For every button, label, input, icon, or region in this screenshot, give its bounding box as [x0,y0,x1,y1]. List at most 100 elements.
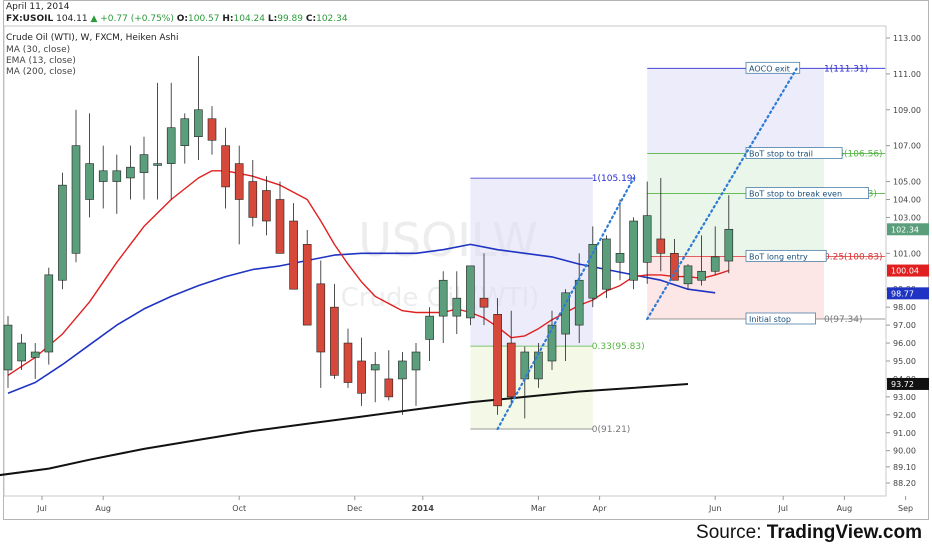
fib2-level-label: 0(97.34) [824,315,863,325]
indicator-ma30[interactable]: MA (30, close) [6,45,71,55]
candle-up [194,109,203,137]
indicator-ema13[interactable]: EMA (13, close) [6,56,76,66]
candle-up [30,351,40,358]
fib2-zone [647,153,824,257]
high-value: 104.24 [233,14,266,24]
candle-down [357,360,366,394]
y-tick-label: 105.00 [893,178,921,187]
indicator-ma200[interactable]: MA (200, close) [6,67,76,77]
candle-up [44,274,54,353]
quote-line: FX:USOIL 104.11 ▲ +0.77 (+0.75%) O:100.5… [6,14,348,24]
y-tick-label: 93.00 [893,393,916,402]
price-badge [887,287,929,300]
candle-up [17,342,26,362]
x-tick-label: Apr [593,504,608,513]
x-tick-label: Mar [531,504,547,513]
y-tick-label: 95.00 [893,357,916,366]
annotation-text: AOCO exit [749,64,790,73]
y-tick-label: 111.00 [893,70,921,79]
x-tick-label: Oct [232,504,246,513]
fib1-level-label: 0(91.21) [592,425,631,435]
x-tick-label: Dec [347,504,362,513]
candle-up [58,184,67,281]
change-value: +0.77 (+0.75%) [100,14,174,24]
annotation-text: BoT stop to trail [749,150,813,159]
candle-down [330,306,339,376]
candle-up [411,351,421,371]
candle-up [534,351,543,380]
candle-up [139,154,149,173]
y-tick-label: 101.00 [893,249,921,258]
y-tick-label: 96.00 [893,339,916,348]
fib2-zone [647,68,824,154]
x-tick-label: Aug [837,504,853,513]
candle-up [466,265,475,319]
price-badge [887,223,929,236]
candle-down [316,283,326,353]
candle-up [112,170,122,182]
source-credit: Source: TradingView.com [696,522,922,543]
candle-up [683,265,693,285]
projection-line [496,177,635,431]
candle-down [656,238,666,254]
open-value: 100.57 [188,14,220,24]
x-tick-label: Sep [898,504,913,513]
last-price: 104.11 [56,14,88,24]
candle-up [697,270,706,281]
annotation-box [745,249,827,262]
fib2-level-label: 0.25(100.83) [824,252,883,262]
x-tick-label: Aug [95,504,111,513]
ma200-line [0,383,689,477]
annotation-text: Initial stop [749,315,791,324]
candle-down [343,342,353,383]
candle-up [452,297,462,317]
candle-down [248,181,258,218]
y-tick-label: 90.00 [893,447,916,456]
y-tick-label: 103.00 [893,213,921,222]
x-tick-label: Jul [777,504,788,513]
y-tick-label: 92.00 [893,411,916,420]
y-tick-label: 91.00 [893,429,916,438]
candle-up [425,315,434,340]
price-badge-label: 102.34 [891,225,919,234]
candle-up [370,364,380,371]
candle-down [479,297,489,308]
annotation-box [745,61,801,74]
ma30-line [7,243,716,395]
candle-down [493,314,502,407]
y-tick-label: 98.00 [893,303,916,312]
price-badge-label: 98.77 [891,289,914,298]
price-badge [887,377,929,390]
price-badge [887,264,929,277]
annotation-box [745,187,869,199]
candle-down [262,190,271,222]
candle-up [588,244,598,299]
candle-up [602,238,611,290]
candle-up [710,256,720,272]
y-tick-label: 104.00 [893,195,921,204]
candle-down [234,163,244,200]
candle-up [642,215,652,263]
chart-title: Crude Oil (WTI), W, FXCM, Heiken Ashi [6,33,179,43]
annotation-box [745,147,843,159]
x-tick-label: Jul [36,504,47,513]
price-chart[interactable]: USOILW Crude Oil (WTI) 1(105.19)0.33(95.… [0,0,932,520]
symbol[interactable]: FX:USOIL [6,14,54,24]
change-up-icon: ▲ [90,14,98,24]
fib1-level-label: 0.33(95.83) [592,342,645,352]
x-tick-label: 2014 [412,504,435,513]
candle-down [207,118,217,141]
y-tick-label: 97.00 [893,321,916,330]
fib1-level-label: 1(105.19) [592,174,636,184]
source-brand: TradingView.com [766,522,922,543]
candle-up [438,279,448,317]
candle-up [85,163,94,200]
candle-up [398,360,407,380]
candle-up [561,292,570,335]
fib2-level-label: 1(111.31) [824,64,868,74]
candle-down [289,220,298,290]
y-tick-label: 88.20 [893,479,916,488]
candle-up [629,220,638,281]
fib1-zone-lower [470,346,593,429]
projection-line [646,67,798,321]
